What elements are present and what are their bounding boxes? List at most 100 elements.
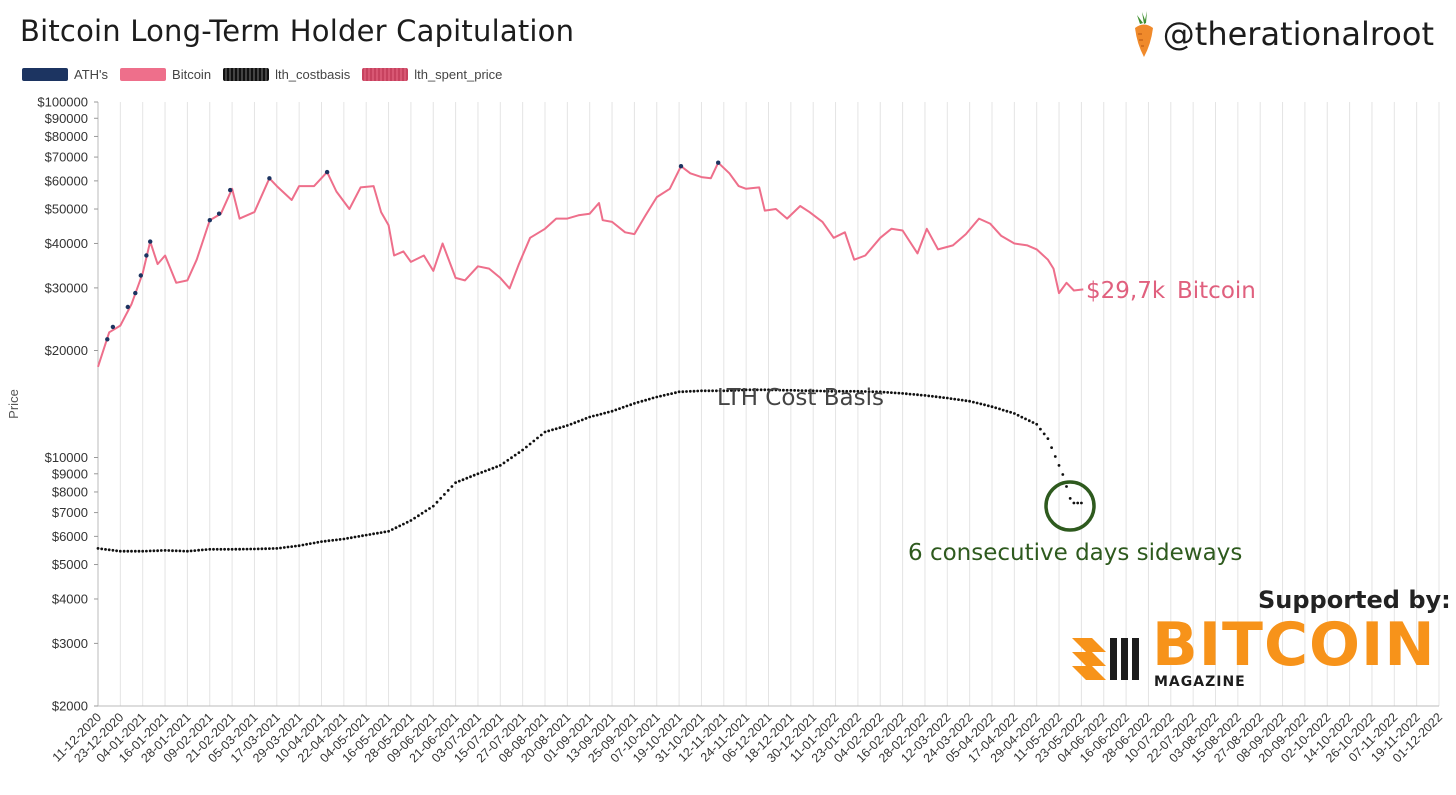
lth-costbasis-dot xyxy=(212,547,215,551)
lth-costbasis-dot xyxy=(603,411,606,415)
legend-label-lth-spent-price: lth_spent_price xyxy=(414,67,503,82)
lth-costbasis-dot xyxy=(703,389,707,393)
y-tick-label: $30000 xyxy=(45,280,88,295)
lth-costbasis-dot xyxy=(200,548,204,552)
lth-costbasis-dot xyxy=(960,398,964,402)
lth-costbasis-dot xyxy=(834,389,837,393)
lth-costbasis-dot xyxy=(275,547,279,550)
lth-costbasis-dot xyxy=(826,389,830,393)
lth-costbasis-dot xyxy=(167,549,171,552)
lth-costbasis-dot xyxy=(133,549,137,553)
lth-costbasis-dot xyxy=(901,392,904,395)
legend-swatch-lth-costbasis xyxy=(223,68,270,81)
lth-costbasis-dot xyxy=(148,549,152,553)
lth-costbasis-dot xyxy=(398,524,402,528)
lth-costbasis-dot xyxy=(830,389,834,393)
legend-item-aths[interactable]: ATH's xyxy=(22,67,108,82)
lth-costbasis-dot xyxy=(1020,415,1024,419)
lth-costbasis-dot xyxy=(953,397,957,401)
ath-point xyxy=(324,169,330,175)
lth-costbasis-dot xyxy=(234,547,238,551)
lth-costbasis-dot xyxy=(163,549,167,552)
lth-costbasis-dot xyxy=(796,389,800,392)
chart-legend: ATH's Bitcoin lth_costbasis lth_spent_pr… xyxy=(22,67,514,82)
lth-costbasis-dot xyxy=(323,539,327,543)
lth-costbasis-dot xyxy=(778,388,782,392)
lth-costbasis-dot xyxy=(245,547,249,551)
lth-costbasis-dot xyxy=(819,389,822,393)
lth-costbasis-dot xyxy=(208,547,212,551)
lth-costbasis-dot xyxy=(230,547,234,551)
lth-costbasis-dot xyxy=(927,394,931,398)
lth-costbasis-dot xyxy=(1042,432,1046,436)
lth-costbasis-dot xyxy=(759,388,763,392)
y-tick-label: $3000 xyxy=(52,636,88,651)
lth-costbasis-dot xyxy=(1057,464,1061,467)
lth-costbasis-dot xyxy=(986,404,990,408)
lth-costbasis-dot xyxy=(1080,501,1083,505)
lth-costbasis-dot xyxy=(1046,437,1050,440)
lth-costbasis-dot xyxy=(1053,455,1057,458)
lth-costbasis-dot xyxy=(811,389,815,393)
ath-point xyxy=(267,176,272,181)
lth-costbasis-dot xyxy=(558,426,562,430)
lth-costbasis-dot xyxy=(327,539,331,543)
lth-costbasis-dot xyxy=(487,468,491,471)
lth-costbasis-dot xyxy=(159,549,163,552)
lth-costbasis-dot xyxy=(316,540,320,544)
sideways-label: 6 consecutive days sideways xyxy=(908,540,1242,566)
lth-costbasis-dot xyxy=(413,516,416,520)
lth-costbasis-dot xyxy=(435,500,439,504)
lth-costbasis-dot xyxy=(1050,446,1053,449)
lth-costbasis-dot xyxy=(424,509,428,513)
lth-costbasis-dot xyxy=(215,547,219,551)
lth-costbasis-dot xyxy=(446,489,450,492)
legend-label-bitcoin: Bitcoin xyxy=(172,67,212,82)
lth-costbasis-dot xyxy=(897,391,901,395)
lth-costbasis-dot xyxy=(800,389,804,392)
y-tick-label: $20000 xyxy=(45,343,88,358)
lth-costbasis-dot xyxy=(878,390,882,394)
lth-costbasis-dot xyxy=(282,546,286,549)
lth-costbasis-dot xyxy=(368,533,372,536)
lth-costbasis-dot xyxy=(417,514,420,518)
lth-costbasis-dot xyxy=(238,547,242,551)
legend-item-lth-spent-price[interactable]: lth_spent_price xyxy=(362,67,502,82)
lth-costbasis-dot xyxy=(1072,501,1076,505)
ath-point xyxy=(228,187,233,193)
lth-costbasis-dot xyxy=(565,424,569,427)
lth-costbasis-dot xyxy=(107,548,111,552)
lth-costbasis-dot xyxy=(279,546,282,550)
lth-costbasis-dot xyxy=(513,453,517,457)
lth-costbasis-dot xyxy=(1061,473,1065,476)
lth-costbasis-dot xyxy=(115,549,118,553)
lth-costbasis-dot xyxy=(491,466,495,470)
lth-costbasis-dot xyxy=(852,389,856,393)
lth-costbasis-dot xyxy=(968,399,971,403)
lth-costbasis-dot xyxy=(510,456,513,460)
y-tick-label: $70000 xyxy=(45,150,88,165)
ath-point xyxy=(678,164,684,169)
lth-costbasis-dot xyxy=(785,388,789,392)
legend-item-bitcoin[interactable]: Bitcoin xyxy=(120,67,211,82)
y-tick-label: $10000 xyxy=(45,450,88,465)
legend-item-lth-costbasis[interactable]: lth_costbasis xyxy=(223,67,350,82)
lth-costbasis-dot xyxy=(934,395,938,399)
lth-costbasis-dot xyxy=(964,399,968,403)
lth-costbasis-dot xyxy=(342,537,346,541)
lth-costbasis-dot xyxy=(353,535,357,539)
lth-costbasis-dot xyxy=(450,485,454,488)
lth-costbasis-dot xyxy=(875,390,878,394)
lth-costbasis-dot xyxy=(1035,422,1039,426)
lth-costbasis-dot xyxy=(495,465,498,469)
lth-costbasis-dot xyxy=(569,422,573,426)
y-tick-label: $90000 xyxy=(45,111,88,126)
chart-title: Bitcoin Long-Term Holder Capitulation xyxy=(20,14,575,48)
lth-costbasis-dot xyxy=(241,547,245,551)
lth-costbasis-dot xyxy=(923,394,927,397)
lth-costbasis-dot xyxy=(301,543,305,547)
lth-costbasis-dot xyxy=(130,549,133,553)
sideways-highlight-circle xyxy=(1044,480,1096,532)
lth-costbasis-dot xyxy=(610,409,614,413)
